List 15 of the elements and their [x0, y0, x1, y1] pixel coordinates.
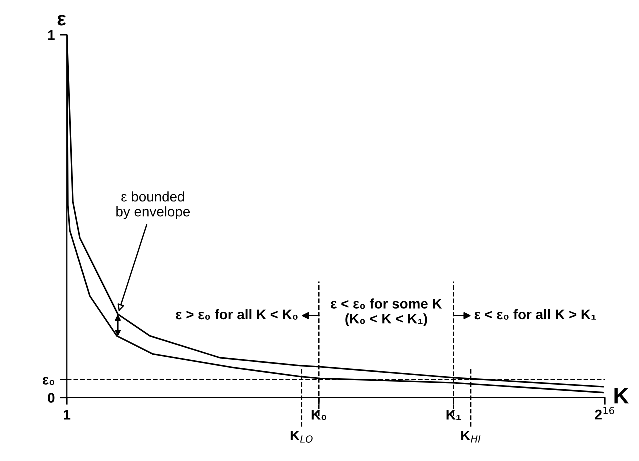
annotation: ε > ε₀ for all K < K₀ — [176, 309, 298, 320]
y-axis-title: ε — [58, 15, 66, 26]
annotation: ε bounded by envelope — [116, 192, 190, 220]
y-tick-label: 1 — [48, 30, 55, 40]
ref-line-label: K$_{HI}$ — [462, 430, 481, 443]
x-axis-title: K — [614, 388, 630, 404]
x-tick-label: K₁ — [446, 410, 462, 420]
annotation: ε < ε₀ for all K > K₁ — [474, 309, 596, 320]
y-tick-label: ε₀ — [42, 377, 54, 386]
x-tick-label: 2$^{16}$ — [595, 407, 614, 420]
x-tick-label: 1 — [64, 410, 71, 420]
y-tick-label: 0 — [48, 393, 55, 404]
x-tick-label: K₀ — [312, 410, 326, 420]
annotation: ε < ε₀ for some K (K₀ < K < K₁) — [331, 298, 442, 327]
ref-line-label: K$_{LO}$ — [290, 430, 313, 443]
